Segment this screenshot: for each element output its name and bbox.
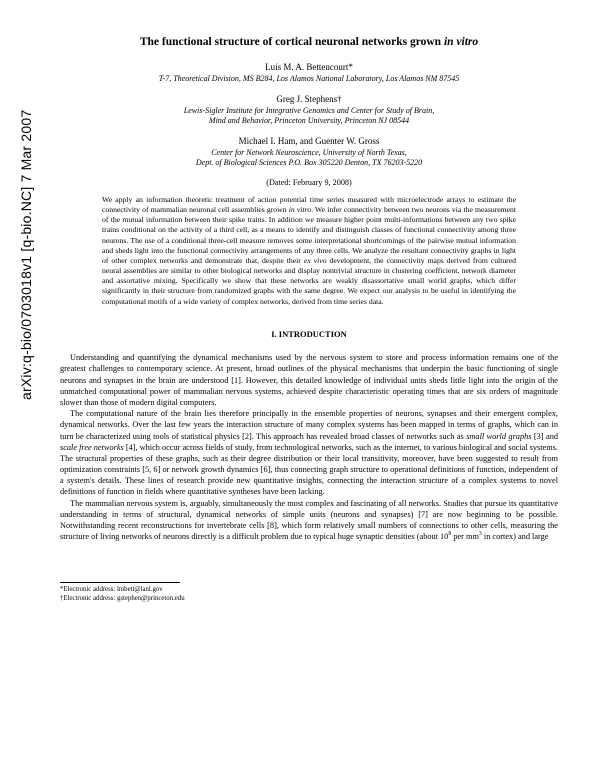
para-text: [3] and [531, 432, 558, 441]
author-name: Luís M. A. Bettencourt* [60, 61, 558, 73]
author-affiliation: T-7, Theoretical Division, MS B284, Los … [60, 74, 558, 84]
section-heading: I. INTRODUCTION [60, 329, 558, 340]
intro-para-2: The computational nature of the brain li… [60, 408, 558, 498]
para-italic: small world graphs [466, 432, 531, 441]
abstract: We apply an information theoretic treatm… [102, 195, 516, 307]
para-text: per mm [451, 532, 479, 541]
abstract-italic: in vitro [289, 205, 311, 214]
para-text: in cortex) and large [482, 532, 549, 541]
intro-para-3: The mammalian nervous system is, arguabl… [60, 498, 558, 543]
paper-page: The functional structure of cortical neu… [0, 0, 600, 624]
abstract-italic: ex vivo [304, 256, 327, 265]
paper-title: The functional structure of cortical neu… [60, 35, 558, 51]
author-affiliation: Lewis-Sigler Institute for Integrative G… [60, 106, 558, 126]
author-block-1: Luís M. A. Bettencourt* T-7, Theoretical… [60, 61, 558, 84]
author-block-3: Michael I. Ham, and Guenter W. Gross Cen… [60, 135, 558, 168]
author-name: Greg J. Stephens† [60, 93, 558, 105]
para-text: [4], which occur across fields of study,… [60, 443, 558, 497]
arxiv-identifier: arXiv:q-bio/0703018v1 [q-bio.NC] 7 Mar 2… [18, 110, 34, 400]
date-line: (Dated: February 9, 2008) [60, 177, 558, 188]
footnote-rule [60, 582, 180, 583]
author-block-2: Greg J. Stephens† Lewis-Sigler Institute… [60, 93, 558, 126]
author-name: Michael I. Ham, and Guenter W. Gross [60, 135, 558, 147]
intro-para-1: Understanding and quantifying the dynami… [60, 352, 558, 408]
title-main: The functional structure of cortical neu… [140, 36, 444, 48]
footnote-2: †Electronic address: gstephen@princeton.… [60, 595, 558, 604]
title-italic: in vitro [444, 36, 478, 48]
footnote-1: *Electronic address: lmbett@lanl.gov [60, 586, 558, 595]
author-affiliation: Center for Network Neuroscience, Univers… [60, 148, 558, 168]
para-italic: scale free networks [60, 443, 124, 452]
